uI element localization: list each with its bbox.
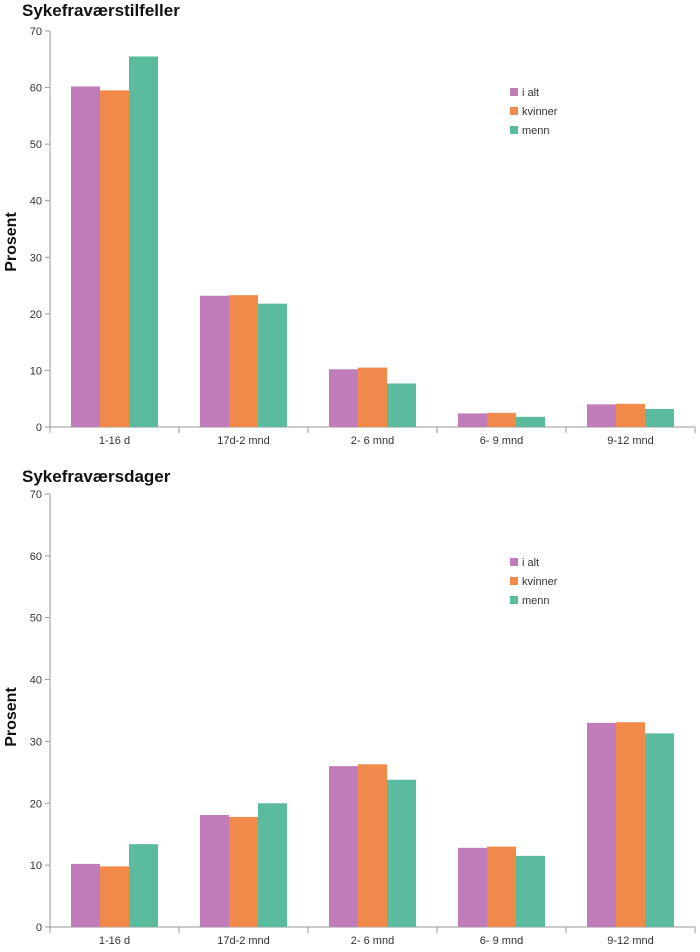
bar-kvinner bbox=[616, 403, 645, 427]
x-tick-label: 17d-2 mnd bbox=[217, 935, 270, 947]
x-tick-label: 1-16 d bbox=[99, 935, 130, 947]
bar-kvinner bbox=[616, 722, 645, 927]
bar-menn bbox=[645, 408, 674, 427]
y-tick-label: 70 bbox=[30, 489, 42, 501]
bar-menn bbox=[258, 803, 287, 927]
y-tick-label: 0 bbox=[36, 922, 42, 934]
bar-menn bbox=[129, 56, 158, 427]
legend-label: menn bbox=[522, 125, 550, 137]
legend-label: kvinner bbox=[522, 576, 558, 588]
y-tick-label: 40 bbox=[30, 196, 42, 208]
chart-title: Sykefraværsdager bbox=[22, 467, 171, 486]
bar-menn bbox=[258, 303, 287, 427]
bar-menn bbox=[387, 383, 416, 427]
bar-i-alt bbox=[200, 295, 229, 427]
legend-swatch bbox=[510, 107, 518, 115]
chart-panel-2: Sykefraværsdager Prosent 0 10 20 30 40 50 60 70… bbox=[0, 462, 700, 952]
y-tick-label: 30 bbox=[30, 252, 42, 264]
y-tick-label: 20 bbox=[30, 798, 42, 810]
bar-menn bbox=[387, 779, 416, 927]
legend-swatch bbox=[510, 558, 518, 566]
bar-kvinner bbox=[358, 764, 387, 927]
y-tick-label: 10 bbox=[30, 365, 42, 377]
legend-swatch bbox=[510, 596, 518, 604]
legend-swatch bbox=[510, 577, 518, 585]
bar-i-alt bbox=[200, 815, 229, 927]
bar-kvinner bbox=[229, 295, 258, 427]
y-tick-label: 0 bbox=[36, 422, 42, 434]
bar-kvinner bbox=[487, 846, 516, 927]
bar-i-alt bbox=[458, 413, 487, 427]
y-tick-label: 20 bbox=[30, 309, 42, 321]
bar-i-alt bbox=[71, 863, 100, 927]
y-tick-label: 30 bbox=[30, 736, 42, 748]
chart-title: Sykefraværstilfeller bbox=[22, 1, 180, 20]
y-tick-label: 60 bbox=[30, 83, 42, 95]
legend-label: kvinner bbox=[522, 106, 558, 118]
x-tick-label: 17d-2 mnd bbox=[217, 435, 270, 447]
x-tick-label: 1-16 d bbox=[99, 435, 130, 447]
bar-menn bbox=[645, 733, 674, 927]
legend-swatch bbox=[510, 126, 518, 134]
y-tick-label: 40 bbox=[30, 675, 42, 687]
legend-label: i alt bbox=[522, 557, 539, 569]
x-tick-label: 6- 9 mnd bbox=[480, 435, 523, 447]
bar-menn bbox=[516, 855, 545, 927]
legend-label: menn bbox=[522, 595, 550, 607]
bar-kvinner bbox=[487, 412, 516, 427]
y-tick-label: 10 bbox=[30, 860, 42, 872]
x-tick-label: 6- 9 mnd bbox=[480, 935, 523, 947]
bar-i-alt bbox=[458, 847, 487, 927]
bar-i-alt bbox=[329, 369, 358, 427]
bar-i-alt bbox=[587, 404, 616, 427]
bar-kvinner bbox=[358, 367, 387, 427]
bar-menn bbox=[516, 416, 545, 427]
y-tick-label: 50 bbox=[30, 613, 42, 625]
chart-panel-1: Sykefraværstilfeller Prosent 0 10 20 30 40 50… bbox=[0, 0, 700, 462]
legend-swatch bbox=[510, 88, 518, 96]
bar-kvinner bbox=[229, 816, 258, 927]
bar-i-alt bbox=[587, 722, 616, 927]
x-tick-label: 9-12 mnd bbox=[607, 435, 653, 447]
x-tick-label: 2- 6 mnd bbox=[351, 435, 394, 447]
bar-i-alt bbox=[329, 766, 358, 927]
y-tick-label: 70 bbox=[30, 26, 42, 38]
x-tick-label: 2- 6 mnd bbox=[351, 935, 394, 947]
y-tick-label: 60 bbox=[30, 551, 42, 563]
bar-kvinner bbox=[100, 90, 129, 428]
bar-menn bbox=[129, 844, 158, 927]
chart-svg-2: 0 10 20 30 40 50 60 70 1-16 d 17d-2 mnd 2- 6 mnd 6-… bbox=[30, 489, 696, 947]
bar-kvinner bbox=[100, 866, 129, 927]
chart-svg-1: 0 10 20 30 40 50 60 70 1-16 d 17d-2 mnd 2- 6 mnd 6-… bbox=[30, 26, 696, 447]
y-tick-label: 50 bbox=[30, 139, 42, 151]
bar-i-alt bbox=[71, 86, 100, 427]
x-tick-label: 9-12 mnd bbox=[607, 935, 653, 947]
legend-label: i alt bbox=[522, 87, 539, 99]
